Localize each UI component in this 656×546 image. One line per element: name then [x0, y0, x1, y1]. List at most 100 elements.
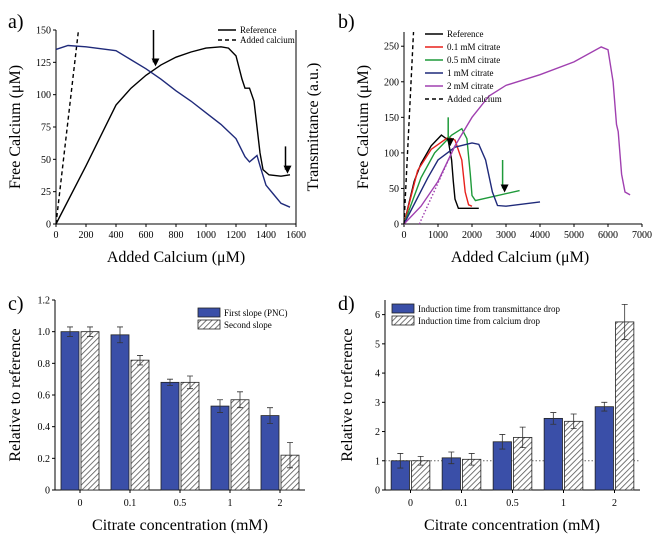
x-tick-label: 6000 [598, 230, 618, 241]
x-tick-label: 2000 [462, 230, 482, 241]
y-tick-label: 125 [36, 58, 51, 69]
panel-label: b) [338, 11, 355, 33]
y-tick-label: 50 [41, 155, 51, 166]
y-tick-label: 3 [375, 398, 380, 409]
x-tick-label: 5000 [564, 230, 584, 241]
legend-label: Induction time from transmittance drop [418, 304, 560, 314]
x-tick-label: 0 [402, 230, 407, 241]
bar-0-4 [260, 415, 280, 491]
x-tick-label: 1 [561, 498, 566, 509]
x-tick-label: 0.5 [174, 498, 187, 509]
panel-label: a) [8, 11, 24, 33]
series-line-3 [403, 142, 541, 225]
y-tick-label: 1.0 [38, 327, 51, 338]
series-line-4 [403, 46, 631, 225]
bar-1-2 [180, 381, 200, 491]
y-axis-label-right: Transmittance (a.u.) [305, 63, 322, 192]
bar-0-3 [543, 417, 563, 491]
bar-0-2 [160, 381, 180, 491]
error-bar-0-4 [601, 401, 608, 412]
y-tick-label: 0.8 [38, 359, 51, 370]
bar-0-1 [110, 334, 130, 491]
series-line-0 [55, 46, 291, 225]
error-bar-1-1 [468, 453, 475, 466]
x-tick-label: 1200 [226, 230, 246, 241]
error-bar-0-0 [67, 326, 73, 337]
legend-swatch [197, 307, 221, 318]
error-bar-0-3 [217, 399, 223, 413]
y-tick-label: 0.4 [38, 422, 51, 433]
y-tick-label: 2 [375, 427, 380, 438]
y-tick-label: 0 [394, 220, 399, 231]
panel-3: d) Citrate concentration (mM) Relative to … [338, 293, 640, 534]
legend-swatch [391, 303, 415, 314]
y-tick-label: 5 [375, 339, 380, 350]
series-line-1 [403, 136, 473, 225]
bar-1-1 [130, 359, 150, 491]
x-tick-label: 800 [169, 230, 184, 241]
x-tick-label: 0 [78, 498, 83, 509]
legend-label: Induction time from calcium drop [418, 316, 540, 326]
panel-label: d) [338, 293, 355, 315]
legend-label: Reference [240, 25, 276, 35]
error-bar-1-4 [621, 303, 628, 340]
y-axis-label: Relative to reference [339, 328, 356, 461]
legend-label: 2 mM citrate [447, 81, 494, 91]
y-axis-label: Free Calcium (μM) [355, 65, 372, 189]
y-tick-label: 200 [384, 77, 399, 88]
y-tick-label: 1 [375, 456, 380, 467]
panel-0: a) Added Calcium (μM) Free Calcium (μM) Tra… [7, 11, 322, 266]
x-tick-label: 0.5 [506, 498, 519, 509]
y-tick-label: 250 [384, 42, 399, 53]
error-bar-1-4 [287, 442, 293, 469]
series-line-5 [403, 31, 415, 225]
error-bar-1-1 [137, 355, 143, 366]
error-bar-0-1 [448, 451, 455, 465]
x-tick-label: 600 [139, 230, 154, 241]
y-tick-label: 50 [389, 184, 399, 195]
y-tick-label: 150 [36, 26, 51, 37]
x-tick-label: 1600 [286, 230, 306, 241]
error-bar-1-3 [237, 391, 243, 409]
y-tick-label: 1.2 [38, 296, 51, 307]
bar-1-0 [80, 331, 100, 491]
legend-label: Reference [447, 29, 483, 39]
error-bar-1-0 [417, 455, 424, 466]
error-bar-0-0 [397, 453, 404, 469]
bar-1-3 [564, 420, 584, 491]
x-tick-label: 1400 [256, 230, 276, 241]
series-line-2 [55, 44, 291, 208]
legend-label: Second slope [224, 320, 272, 330]
series-line-2 [403, 127, 520, 225]
panel-1: b) Added Calcium (μM) Free Calcium (μM) 0 50… [338, 11, 652, 266]
y-tick-label: 6 [375, 310, 380, 321]
series-line-1 [55, 29, 80, 225]
bar-1-4 [615, 321, 635, 491]
x-tick-label: 0 [54, 230, 59, 241]
bar-0-0 [60, 331, 80, 491]
bar-0-3 [210, 405, 230, 491]
x-tick-label: 0.1 [124, 498, 137, 509]
error-bar-0-2 [499, 434, 506, 450]
error-bar-0-3 [550, 412, 557, 425]
x-tick-label: 1000 [428, 230, 448, 241]
y-tick-label: 0 [375, 486, 380, 497]
x-tick-label: 4000 [530, 230, 550, 241]
legend-label: Added calcium [240, 35, 295, 45]
bar-1-3 [230, 399, 250, 491]
y-tick-label: 0 [45, 486, 50, 497]
y-tick-label: 100 [384, 148, 399, 159]
legend-swatch [197, 319, 221, 330]
x-axis-label: Citrate concentration (mM) [424, 517, 600, 534]
error-bar-1-2 [187, 375, 193, 390]
y-tick-label: 150 [384, 113, 399, 124]
x-axis-label: Citrate concentration (mM) [92, 517, 268, 534]
x-axis-label: Added Calcium (μM) [107, 249, 245, 266]
legend-label: 1 mM citrate [447, 68, 494, 78]
x-tick-label: 1 [228, 498, 233, 509]
x-tick-label: 7000 [632, 230, 652, 241]
legend-label: 0.5 mM citrate [447, 55, 500, 65]
x-tick-label: 400 [109, 230, 124, 241]
y-axis-label: Free Calcium (μM) [7, 65, 24, 189]
error-bar-1-0 [87, 326, 93, 337]
